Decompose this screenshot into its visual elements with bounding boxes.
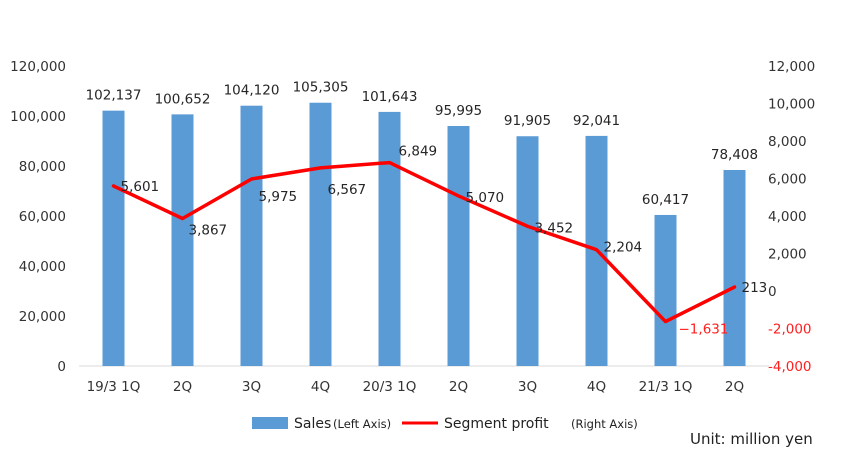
right-axis-tick-label: 0 bbox=[768, 284, 777, 300]
left-axis-tick-label: 100,000 bbox=[10, 109, 66, 125]
left-axis-tick-label: 20,000 bbox=[19, 309, 66, 325]
x-axis-tick-label: 4Q bbox=[587, 379, 606, 395]
sales-value-label: 78,408 bbox=[711, 147, 758, 163]
segment-profit-value-label: 5,975 bbox=[259, 189, 298, 205]
sales-value-label: 60,417 bbox=[642, 192, 689, 208]
x-axis-tick-label: 21/3 1Q bbox=[639, 379, 693, 395]
sales-bar bbox=[447, 126, 470, 366]
left-axis-tick-label: 0 bbox=[57, 359, 66, 375]
x-axis: 19/3 1Q 2Q 3Q 4Q 20/3 1Q 2Q 3Q 4Q 21/3 1Q 2Q bbox=[87, 379, 745, 395]
sales-bar bbox=[723, 169, 746, 366]
left-axis-tick-label: 60,000 bbox=[19, 209, 66, 225]
right-axis-tick-label: 4,000 bbox=[768, 209, 807, 225]
sales-bar bbox=[309, 102, 332, 367]
sales-value-label: 104,120 bbox=[224, 83, 280, 99]
right-axis-tick-label: 8,000 bbox=[768, 134, 807, 150]
segment-profit-value-label: −1,631 bbox=[679, 322, 729, 338]
left-axis-tick-label: 40,000 bbox=[19, 259, 66, 275]
sales-bar bbox=[516, 136, 539, 366]
sales-value-label: 100,652 bbox=[155, 91, 211, 107]
segment-profit-value-label: 213 bbox=[742, 280, 768, 296]
x-axis-tick-label: 20/3 1Q bbox=[363, 379, 417, 395]
x-axis-tick-label: 19/3 1Q bbox=[87, 379, 141, 395]
segment-profit-line bbox=[111, 160, 737, 324]
sales-value-label: 101,643 bbox=[362, 89, 418, 105]
sales-bar bbox=[171, 114, 194, 367]
right-axis-tick-label: -2,000 bbox=[768, 322, 812, 338]
sales-labels: 102,137 100,652 104,120 105,305 101,643 95,99… bbox=[86, 80, 759, 208]
sales-bar bbox=[654, 214, 677, 366]
sales-bar bbox=[240, 105, 263, 366]
left-axis: 0 20,000 40,000 60,000 80,000 100,000 120,000 bbox=[10, 59, 66, 375]
right-axis-tick-label: 6,000 bbox=[768, 172, 807, 188]
x-axis-tick-label: 2Q bbox=[173, 379, 192, 395]
left-axis-tick-label: 120,000 bbox=[10, 59, 66, 75]
sales-value-label: 102,137 bbox=[86, 88, 142, 104]
segment-profit-value-label: 2,204 bbox=[604, 240, 643, 256]
x-axis-tick-label: 2Q bbox=[449, 379, 468, 395]
segment-profit-value-label: 6,567 bbox=[328, 182, 367, 198]
legend: Sales (Left Axis) Segment profit (Right … bbox=[252, 416, 638, 432]
segment-profit-labels: 5,601 3,867 5,975 6,567 6,849 5,070 3,452 2,204… bbox=[121, 144, 768, 338]
x-axis-tick-label: 4Q bbox=[311, 379, 330, 395]
sales-value-label: 105,305 bbox=[293, 80, 349, 96]
right-axis-tick-label: 10,000 bbox=[768, 97, 815, 113]
sales-value-label: 95,995 bbox=[435, 103, 482, 119]
right-axis-tick-label: -4,000 bbox=[768, 359, 812, 375]
segment-profit-value-label: 6,849 bbox=[399, 144, 438, 160]
segment-profit-value-label: 3,452 bbox=[535, 220, 574, 236]
segment-profit-value-label: 3,867 bbox=[189, 222, 228, 238]
sales-value-label: 91,905 bbox=[504, 113, 551, 129]
legend-note-profit: (Right Axis) bbox=[571, 417, 638, 431]
legend-label-sales: Sales bbox=[294, 416, 331, 432]
right-axis-tick-label: 12,000 bbox=[768, 59, 815, 75]
x-axis-tick-label: 2Q bbox=[725, 379, 744, 395]
legend-swatch-sales bbox=[252, 417, 288, 429]
legend-label-profit: Segment profit bbox=[444, 416, 549, 432]
segment-profit-value-label: 5,070 bbox=[466, 190, 505, 206]
legend-note-sales: (Left Axis) bbox=[333, 417, 391, 431]
unit-note: Unit: million yen bbox=[690, 430, 813, 448]
x-axis-tick-label: 3Q bbox=[518, 379, 537, 395]
x-axis-tick-label: 3Q bbox=[242, 379, 261, 395]
right-axis: -4,000 -2,000 0 2,000 4,000 6,000 8,000 10,000 1… bbox=[768, 59, 815, 375]
sales-value-label: 92,041 bbox=[573, 113, 620, 129]
right-axis-tick-label: 2,000 bbox=[768, 247, 807, 263]
segment-profit-value-label: 5,601 bbox=[121, 179, 160, 195]
left-axis-tick-label: 80,000 bbox=[19, 159, 66, 175]
sales-bar bbox=[102, 110, 125, 366]
sales-bar bbox=[378, 111, 401, 366]
